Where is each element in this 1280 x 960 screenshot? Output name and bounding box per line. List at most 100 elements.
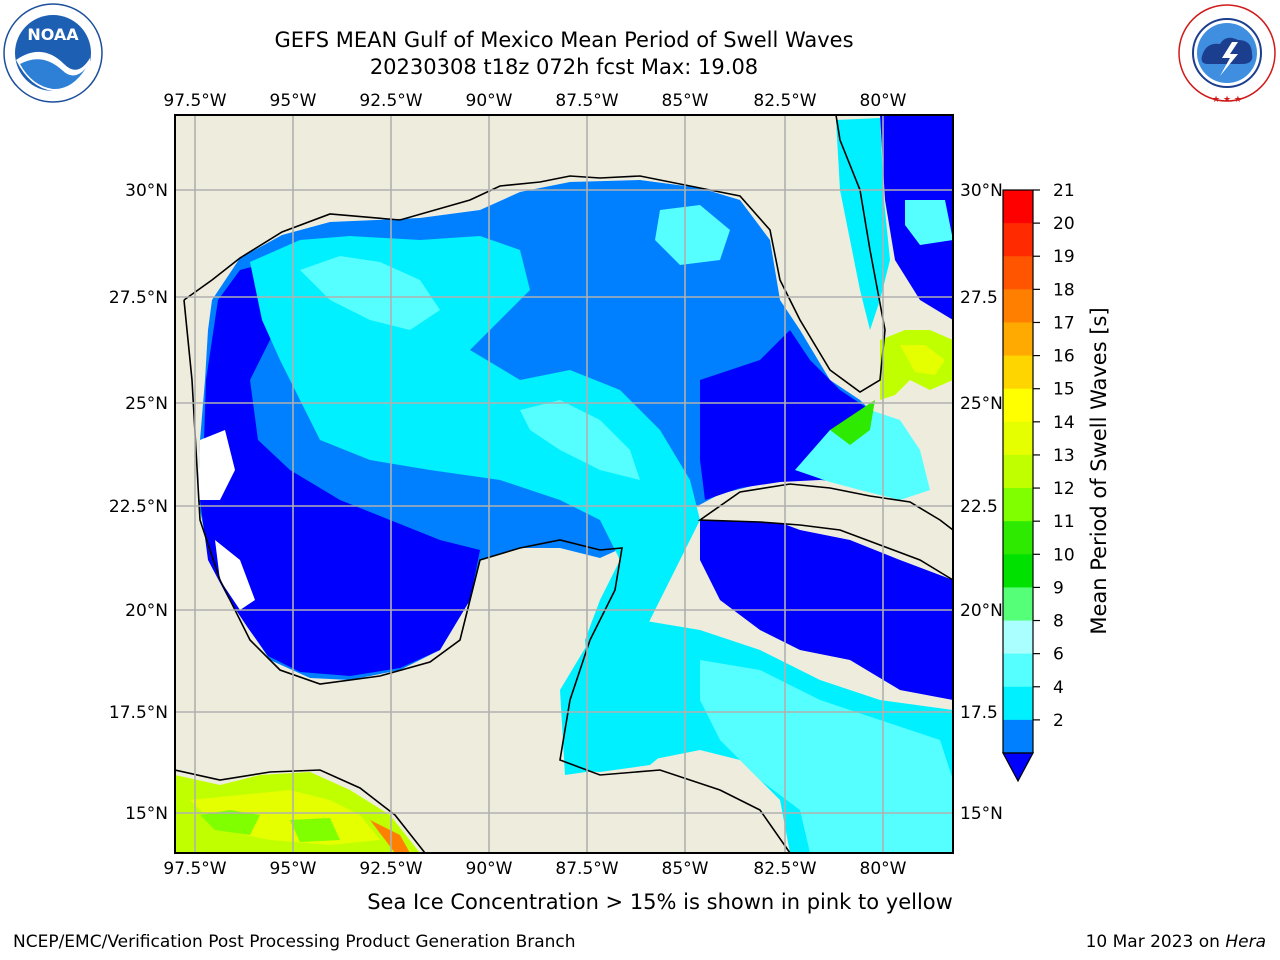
lon-tick-label: 87.5°W — [555, 859, 618, 879]
colorbar-frame — [1002, 189, 1034, 754]
colorbar-tick-label: 21 — [1053, 181, 1075, 201]
colorbar-tick-label: 20 — [1053, 214, 1075, 234]
map-frame — [174, 114, 954, 854]
colorbar-bin — [1003, 388, 1033, 423]
deep-caribbean — [700, 515, 953, 700]
straits-green — [830, 400, 875, 445]
longitude-labels-bottom: 97.5°W 95°W 92.5°W 90°W 87.5°W 85°W 82.5°W 80°W — [163, 859, 906, 879]
pacific-green — [200, 810, 260, 835]
lat-tick-label: 17.5°N — [109, 703, 168, 723]
lon-tick-label: 90°W — [466, 91, 513, 111]
footer-date: 10 Mar 2023 on Hera — [1085, 932, 1266, 952]
lon-tick-label: 85°W — [662, 859, 709, 879]
pacific-green-2 — [290, 818, 340, 842]
lat-tick-label: 25°N — [960, 394, 1003, 414]
sea-ice-note: Sea Ice Concentration > 15% is shown in … — [367, 890, 953, 914]
colorbar-bin — [1003, 322, 1033, 357]
noaa-logo: NOAA — [3, 3, 103, 103]
latitude-labels-left: 30°N 27.5°N 25°N 22.5°N 20°N 17.5°N 15°N — [109, 181, 168, 824]
colorbar-tick-label: 8 — [1053, 612, 1064, 632]
lon-tick-label: 87.5°W — [555, 91, 618, 111]
lon-tick-label: 85°W — [662, 91, 709, 111]
colorbar-tick-label: 4 — [1053, 678, 1064, 698]
colorbar-bin — [1003, 521, 1033, 555]
graticule — [175, 115, 953, 853]
lat-tick-label: 15°N — [960, 804, 1003, 824]
colorbar-bin — [1003, 289, 1033, 323]
nodata-tx — [198, 430, 235, 500]
lon-tick-label: 82.5°W — [753, 859, 816, 879]
colorbar: 21 20 19 18 17 16 15 14 13 12 11 10 9 8 6 4 2 — [1001, 181, 1075, 783]
colorbar-tick-label: 11 — [1053, 512, 1075, 532]
lat-tick-label: 17.5 — [960, 703, 998, 723]
colorbar-bin — [1003, 421, 1033, 456]
footer-credit: NCEP/EMC/Verification Post Processing Pr… — [13, 932, 576, 952]
lat-tick-label: 20°N — [960, 601, 1003, 621]
caribbean-west-cyan — [568, 690, 680, 772]
colorbar-tick-label: 14 — [1053, 413, 1075, 433]
latitude-labels-right: 30°N 27.5 25°N 22.5 20°N 17.5 15°N — [960, 181, 1003, 824]
colorbar-bin — [1003, 454, 1033, 489]
lon-tick-label: 82.5°W — [753, 91, 816, 111]
longitude-labels-top: 97.5°W 95°W 92.5°W 90°W 87.5°W 85°W 82.5°W 80°W — [163, 91, 906, 111]
colorbar-bin — [1003, 256, 1033, 290]
colorbar-bin — [1003, 719, 1033, 754]
lat-tick-label: 22.5°N — [109, 497, 168, 517]
colorbar-bin — [1003, 190, 1033, 224]
noaa-logo-text: NOAA — [27, 25, 79, 44]
lat-tick-label: 30°N — [960, 181, 1003, 201]
lon-tick-label: 90°W — [466, 859, 513, 879]
mexico-coastline — [183, 299, 791, 853]
colorbar-tick-label: 15 — [1053, 380, 1075, 400]
lat-tick-label: 27.5 — [960, 288, 998, 308]
colorbar-bin — [1003, 653, 1033, 688]
colorbar-bin — [1003, 620, 1033, 655]
lon-tick-label: 80°W — [860, 91, 907, 111]
colorbar-tick-label: 12 — [1053, 479, 1075, 499]
lon-tick-label: 97.5°W — [163, 859, 226, 879]
lon-tick-label: 95°W — [270, 859, 317, 879]
colorbar-under-triangle — [1001, 752, 1035, 783]
pacific-orange — [370, 820, 410, 853]
colorbar-tick-label: 10 — [1053, 545, 1075, 565]
cyan-north — [300, 256, 440, 330]
cyan-ne — [655, 205, 730, 265]
lon-tick-label: 92.5°W — [359, 859, 422, 879]
colorbar-bin — [1003, 223, 1033, 257]
cyan-plume — [250, 236, 700, 690]
colorbar-tick-label: 9 — [1053, 578, 1064, 598]
pacific-coastline — [175, 769, 426, 853]
cyan-center — [520, 400, 640, 480]
colorbar-bin — [1003, 488, 1033, 522]
colorbar-bin — [1003, 355, 1033, 390]
map-area — [175, 115, 953, 853]
colorbar-bin — [1003, 587, 1033, 622]
lat-tick-label: 27.5°N — [109, 288, 168, 308]
colorbar-tick-label: 19 — [1053, 247, 1075, 267]
colorbar-label: Mean Period of Swell Waves [s] — [1087, 307, 1111, 634]
colorbar-bin — [1003, 686, 1033, 721]
nodata-mx — [215, 540, 255, 610]
colorbar-tick-label: 18 — [1053, 280, 1075, 300]
lon-tick-label: 97.5°W — [163, 91, 226, 111]
straits-cyan — [795, 410, 930, 500]
lat-tick-label: 20°N — [125, 601, 168, 621]
atlantic-light — [905, 200, 953, 245]
svg-text:★ ★ ★: ★ ★ ★ — [1212, 95, 1242, 104]
lon-tick-label: 92.5°W — [359, 91, 422, 111]
colorbar-tick-label: 16 — [1053, 347, 1075, 367]
lat-tick-label: 22.5 — [960, 497, 998, 517]
lat-tick-label: 15°N — [125, 804, 168, 824]
colorbar-tick-label: 2 — [1053, 711, 1064, 731]
lon-tick-label: 80°W — [860, 859, 907, 879]
lat-tick-label: 25°N — [125, 394, 168, 414]
nws-logo: ★ ★ ★ — [1178, 4, 1276, 104]
colorbar-bin — [1003, 554, 1033, 588]
caribbean-light — [700, 660, 953, 853]
atlantic-cyan — [836, 118, 890, 330]
cuba-coastline — [697, 483, 953, 581]
lon-tick-label: 95°W — [270, 91, 317, 111]
bahamas-orange — [900, 345, 945, 375]
chart-subtitle: 20230308 t18z 072h fcst Max: 19.08 — [369, 55, 759, 79]
